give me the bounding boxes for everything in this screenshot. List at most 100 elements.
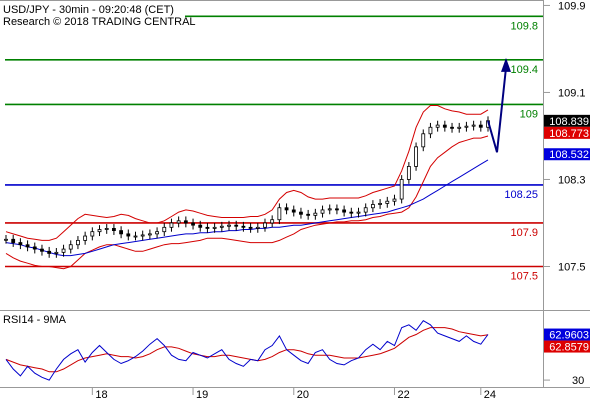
candle-body: [32, 246, 37, 250]
price-tag-box: [544, 114, 590, 127]
price-tag-label: 108.839: [549, 116, 589, 128]
candle-body: [76, 239, 80, 246]
candle-body: [147, 233, 152, 236]
moving-average: [5, 159, 489, 257]
candle-body: [54, 251, 59, 254]
candle-body: [234, 224, 239, 227]
candle-body: [263, 222, 267, 228]
candle-body: [291, 209, 296, 213]
price-tag-label: 108.773: [549, 128, 589, 140]
candle-body: [61, 248, 66, 253]
level-label-resistance: 109: [520, 108, 538, 120]
rsi-tag-box: [544, 328, 590, 341]
candle-body: [442, 124, 447, 128]
candle-body: [385, 200, 390, 204]
rsi-lines: [5, 320, 489, 381]
candle-body: [378, 203, 382, 205]
level-label-resistance: 109.8: [510, 20, 538, 32]
candle-body: [97, 229, 102, 233]
candle-body: [162, 226, 167, 233]
candle-body: [392, 198, 397, 202]
level-label-resistance: 109.4: [510, 64, 538, 76]
candle-body: [464, 125, 469, 128]
rsi-y-axis: 30: [543, 375, 584, 387]
candle-body: [11, 238, 16, 243]
candle-body: [227, 224, 231, 227]
moving-average-line: [5, 159, 489, 257]
candle-body: [90, 231, 95, 237]
candle-body: [126, 233, 131, 237]
x-tick-label: 19: [196, 389, 208, 400]
x-tick-label: 24: [484, 389, 496, 400]
key-levels: 109.8 109.4 109 108.25 107.9 107.5: [5, 15, 543, 282]
level-label-support: 107.9: [510, 227, 538, 239]
price-tag-label: 108.532: [549, 149, 589, 161]
candle-body: [356, 211, 361, 214]
candle-body: [363, 207, 368, 213]
price-candles: [4, 116, 490, 258]
level-label-support: 107.5: [510, 270, 538, 282]
level-label-pivot: 108.25: [504, 189, 538, 201]
candle-body: [406, 166, 411, 180]
candle-body: [342, 209, 347, 213]
candle-body: [471, 124, 476, 127]
candle-body: [299, 211, 303, 215]
candle-body: [450, 126, 454, 129]
candle-body: [183, 220, 188, 224]
candle-body: [306, 213, 311, 216]
price-tag-box: [544, 148, 590, 161]
projection-arrowhead: [501, 57, 511, 72]
candle-body: [205, 226, 210, 229]
candle-body: [255, 226, 260, 229]
candle-body: [198, 224, 203, 228]
candle-body: [40, 248, 44, 252]
candle-body: [349, 211, 354, 214]
candle-body: [169, 222, 174, 228]
rsi-tag-label: 62.8579: [549, 342, 589, 354]
rsi-panel-frame: [0, 311, 590, 388]
candle-body: [421, 133, 426, 148]
price-tag-box: [544, 126, 590, 139]
rsi-line: [5, 320, 489, 381]
candle-body: [335, 208, 339, 211]
candle-body: [25, 244, 30, 248]
rsi-tick-label: 30: [572, 375, 584, 387]
candle-body: [176, 220, 181, 224]
candle-body: [47, 250, 52, 254]
x-tick-label: 22: [397, 389, 409, 400]
candle-body: [270, 219, 275, 224]
candle-body: [18, 242, 23, 246]
candle-body: [399, 179, 404, 200]
candle-body: [212, 226, 217, 229]
candle-body: [277, 207, 282, 221]
candle-body: [219, 225, 224, 228]
bollinger-upper-line: [5, 105, 489, 241]
rsi-panel-title: RSI14 - 9MA: [3, 314, 67, 326]
rsi-ma-line: [5, 327, 489, 373]
chart-subtitle: Research © 2018 TRADING CENTRAL: [3, 16, 196, 28]
y-tick-label: 108.3: [558, 174, 586, 186]
candle-body: [435, 124, 440, 128]
price-panel-frame: [0, 0, 590, 311]
y-tick-label: 109.9: [558, 0, 586, 12]
candle-body: [119, 230, 124, 235]
candle-body: [284, 207, 289, 211]
candle-body: [457, 126, 462, 129]
projection-path: [487, 67, 507, 153]
candle-body: [112, 228, 116, 231]
candle-body: [133, 235, 138, 238]
rsi-tag-box: [544, 340, 590, 353]
x-axis: 18 19 20 22 24: [91, 387, 496, 400]
price-y-axis: 109.9 109.1 108.3 107.5: [543, 0, 586, 273]
candle-body: [140, 234, 145, 237]
candle-body: [4, 238, 8, 241]
candle-body: [248, 226, 253, 229]
candle-body: [191, 222, 195, 226]
candle-body: [241, 225, 246, 228]
y-tick-label: 109.1: [558, 87, 586, 99]
candle-body: [155, 231, 159, 235]
x-tick-label: 18: [95, 389, 107, 400]
